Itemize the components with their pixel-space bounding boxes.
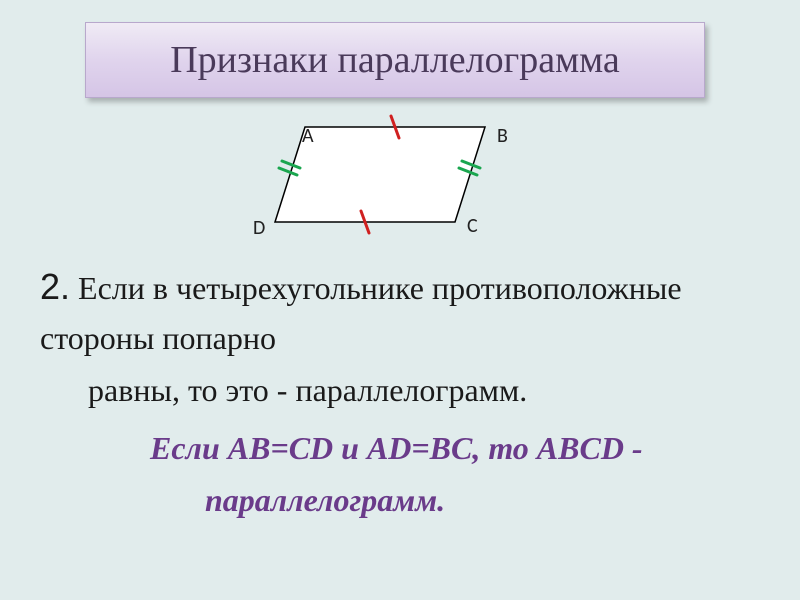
vertex-label-a: A <box>302 124 314 148</box>
text-line-4: параллелограмм. <box>205 476 760 524</box>
line1-text: Если в четырехугольнике противоположные … <box>40 270 682 356</box>
vertex-label-c: C <box>467 214 478 238</box>
title-banner: Признаки параллелограмма <box>85 22 705 98</box>
title-text: Признаки параллелограмма <box>170 38 620 82</box>
vertex-label-d: D <box>253 216 265 240</box>
text-line-1: 2. Если в четырехугольнике противоположн… <box>40 260 760 362</box>
vertex-label-b: B <box>497 124 508 148</box>
parallelogram-svg <box>255 112 535 242</box>
text-line-2: равны, то это - параллелограмм. <box>88 366 760 414</box>
content-block: 2. Если в четырехугольнике противоположн… <box>40 260 760 524</box>
parallelogram-diagram: A B C D <box>255 112 535 242</box>
text-line-3: Если АВ=CD и AD=BC, то ABCD - <box>150 424 760 472</box>
item-number: 2. <box>40 266 70 307</box>
